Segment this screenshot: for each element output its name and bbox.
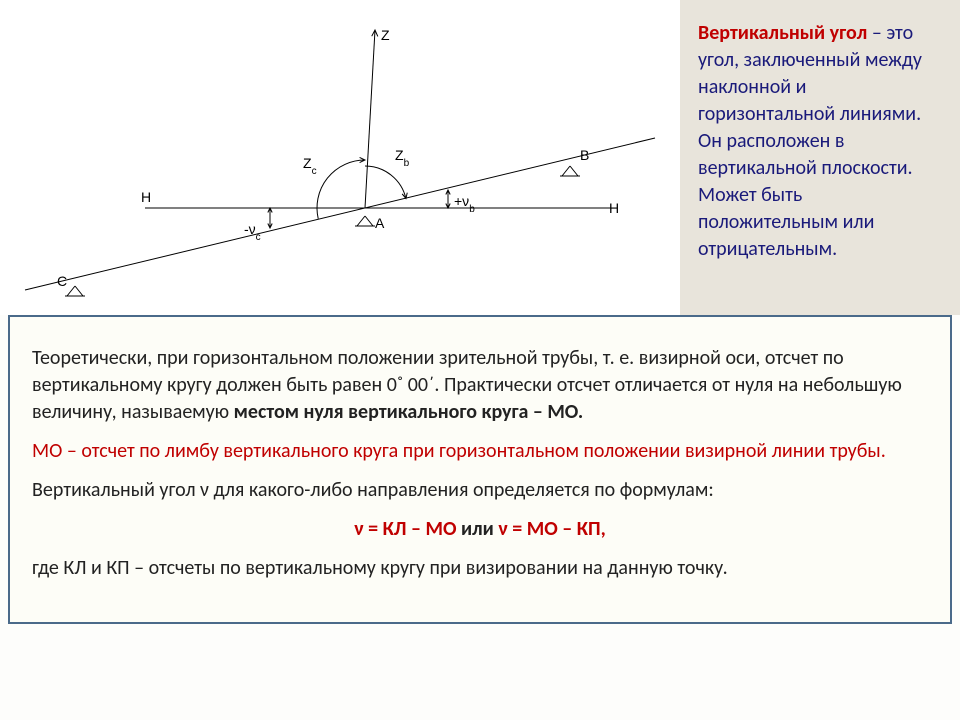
svg-text:H: H [609,200,619,216]
formula-or: или [457,517,499,541]
mo-definition: МО – отсчет по лимбу вертикального круга… [32,438,928,465]
svg-text:-νc: -νc [244,221,261,243]
diagram-panel: Z H H Zb Zc +νb -νc A B C [0,0,680,315]
formula1: ν = КЛ – МО [354,517,456,541]
svg-text:A: A [375,215,385,231]
term-rest: – это угол, заключенный между наклонной … [698,21,922,261]
formula-line: ν = КЛ – МО или ν = МО – КП, [32,516,928,543]
p3: Вертикальный угол ν для какого-либо напр… [32,477,928,504]
svg-text:C: C [57,273,67,289]
p1b: местом нуля вертикального круга – МО. [234,400,584,424]
formula2: ν = МО – КП, [498,517,605,541]
svg-text:+νb: +νb [454,193,475,215]
term-title: Вертикальный угол [698,21,867,45]
svg-text:H: H [141,189,151,205]
svg-text:Z: Z [381,27,390,43]
p4: где КЛ и КП – отсчеты по вертикальному к… [32,555,928,582]
svg-text:Zc: Zc [303,155,317,177]
svg-text:Zb: Zb [395,147,410,169]
vertical-angle-diagram: Z H H Zb Zc +νb -νc A B C [0,0,680,315]
svg-text:B: B [580,147,589,163]
term-definition-panel: Вертикальный угол – это угол, заключенны… [680,0,960,315]
explanation-panel: Теоретически, при горизонтальном положен… [8,315,952,624]
